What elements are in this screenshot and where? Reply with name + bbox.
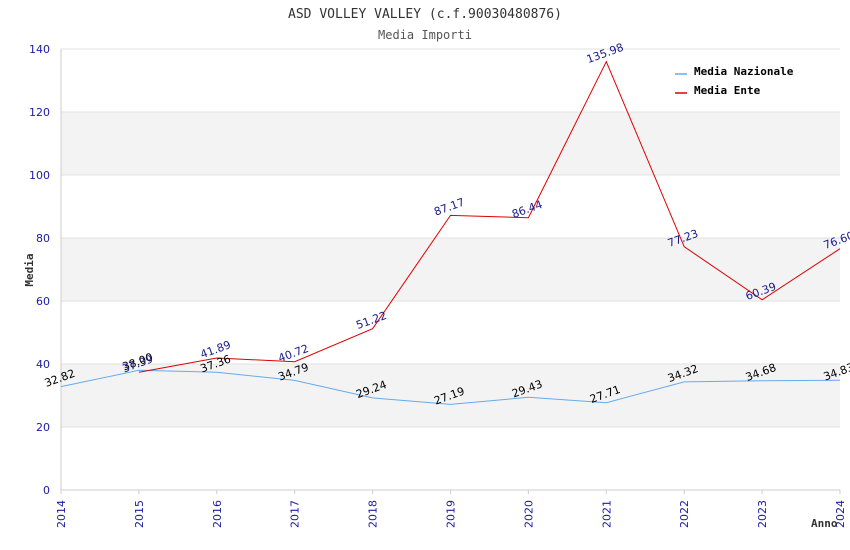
y-axis-ticks: 0 20 40 60 80 100 120 140 bbox=[29, 43, 50, 497]
chart-subtitle: Media Importi bbox=[378, 28, 472, 42]
legend-label-media-ente: Media Ente bbox=[694, 84, 761, 97]
series-line-media-nazionale bbox=[60, 369, 841, 405]
y-tick-label: 140 bbox=[29, 43, 50, 56]
grid-band bbox=[61, 238, 840, 301]
x-tick-label: 2023 bbox=[756, 500, 769, 528]
x-tick-label: 2021 bbox=[600, 500, 613, 528]
x-axis-ticks: 2014 2015 2016 2017 2018 2019 2020 2021 2022 2023… bbox=[55, 490, 847, 528]
data-label: 51.22 bbox=[354, 309, 388, 332]
data-label: 135.98 bbox=[585, 41, 626, 66]
y-tick-label: 40 bbox=[36, 358, 50, 371]
y-axis-title: Media bbox=[23, 253, 36, 286]
grid-band bbox=[61, 112, 840, 175]
data-label: 87.17 bbox=[432, 196, 466, 219]
chart-title: ASD VOLLEY VALLEY (c.f.90030480876) bbox=[288, 7, 562, 22]
y-tick-label: 60 bbox=[36, 295, 50, 308]
y-tick-label: 120 bbox=[29, 106, 50, 119]
x-tick-label: 2018 bbox=[367, 500, 380, 528]
y-tick-label: 100 bbox=[29, 169, 50, 182]
x-tick-label: 2024 bbox=[834, 500, 847, 528]
x-tick-label: 2019 bbox=[445, 500, 458, 528]
grid-band bbox=[61, 364, 840, 427]
legend-label-media-nazionale: Media Nazionale bbox=[694, 65, 794, 78]
legend: Media Nazionale Media Ente bbox=[675, 65, 794, 97]
x-tick-label: 2020 bbox=[522, 500, 535, 528]
x-tick-label: 2017 bbox=[289, 500, 302, 528]
y-tick-label: 20 bbox=[36, 421, 50, 434]
x-tick-label: 2022 bbox=[678, 500, 691, 528]
x-axis-title: Anno bbox=[811, 517, 838, 530]
x-tick-label: 2015 bbox=[133, 500, 146, 528]
x-tick-label: 2016 bbox=[211, 500, 224, 528]
series-line-media-ente bbox=[138, 60, 841, 373]
grid-bands bbox=[61, 112, 840, 427]
y-tick-label: 80 bbox=[36, 232, 50, 245]
x-tick-label: 2014 bbox=[55, 500, 68, 528]
series-lines bbox=[60, 60, 841, 405]
y-tick-label: 0 bbox=[43, 484, 50, 497]
